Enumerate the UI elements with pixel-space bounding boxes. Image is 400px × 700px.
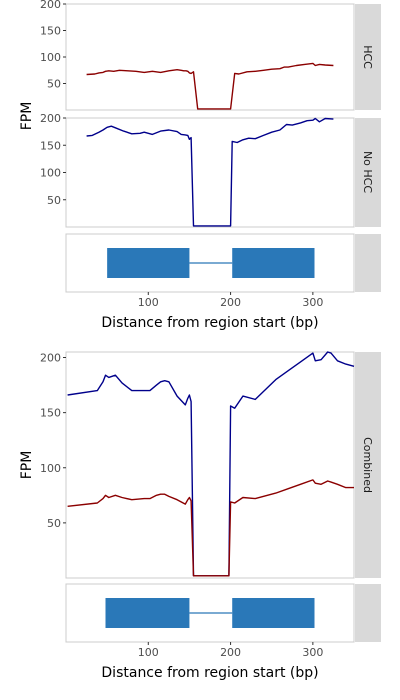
nohcc-strip-label: No HCC (361, 151, 374, 193)
x-axis-title-top: Distance from region start (bp) (101, 315, 318, 331)
hcc-ytick-label: 200 (40, 0, 61, 11)
y-axis-title-top: FPM (19, 102, 35, 131)
nohcc-series-line-0 (86, 117, 334, 227)
gene-model-top-xtick-label: 100 (138, 296, 159, 309)
gene-model-bottom-xtick-label: 100 (138, 646, 159, 659)
hcc-series-line-0 (86, 62, 334, 110)
combined-ytick-label: 100 (40, 462, 61, 475)
gene-model-top-exon-1 (107, 248, 190, 278)
gene-model-bottom: 100 200 300 (105, 598, 323, 659)
gene-model-top-xtick-label: 300 (302, 296, 323, 309)
gene-model-top: 100 200 300 (107, 248, 323, 309)
hcc-plot: 50 100 150 200 (40, 0, 334, 110)
combined-ytick-label: 50 (47, 517, 61, 530)
combined-series-line-0 (67, 351, 355, 577)
combined-panel (65, 351, 355, 579)
gene-model-top-exon-2 (232, 248, 315, 278)
combined-strip (355, 352, 381, 578)
nohcc-strip (355, 118, 381, 227)
gene-model-bottom-exon-1 (105, 598, 190, 628)
gene-model-bottom-xtick-label: 300 (302, 646, 323, 659)
nohcc-plot: 50 100 150 200 (40, 112, 334, 227)
hcc-ytick-label: 150 (40, 25, 61, 38)
combined-strip-label: Combined (361, 437, 374, 493)
gene-model-bottom-exon-2 (232, 598, 315, 628)
nohcc-ytick-label: 50 (47, 194, 61, 207)
hcc-panel (65, 3, 355, 111)
nohcc-ytick-label: 100 (40, 167, 61, 180)
hcc-ytick-label: 50 (47, 78, 61, 91)
y-axis-title-bottom: FPM (19, 451, 35, 480)
combined-ytick-label: 200 (40, 352, 61, 365)
hcc-strip (355, 4, 381, 110)
combined-plot: 50 100 150 200 (40, 351, 355, 577)
nohcc-ytick-label: 200 (40, 112, 61, 125)
gene-model-bottom-strip (355, 584, 381, 642)
combined-ytick-label: 150 (40, 407, 61, 420)
gene-model-top-strip (355, 234, 381, 292)
hcc-ytick-label: 100 (40, 51, 61, 64)
x-axis-title-bottom: Distance from region start (bp) (101, 665, 318, 681)
gene-model-top-xtick-label: 200 (220, 296, 241, 309)
nohcc-ytick-label: 150 (40, 139, 61, 152)
hcc-strip-label: HCC (361, 45, 374, 69)
combined-series-line-1 (67, 479, 354, 577)
nohcc-panel (65, 117, 355, 228)
gene-model-bottom-xtick-label: 200 (220, 646, 241, 659)
